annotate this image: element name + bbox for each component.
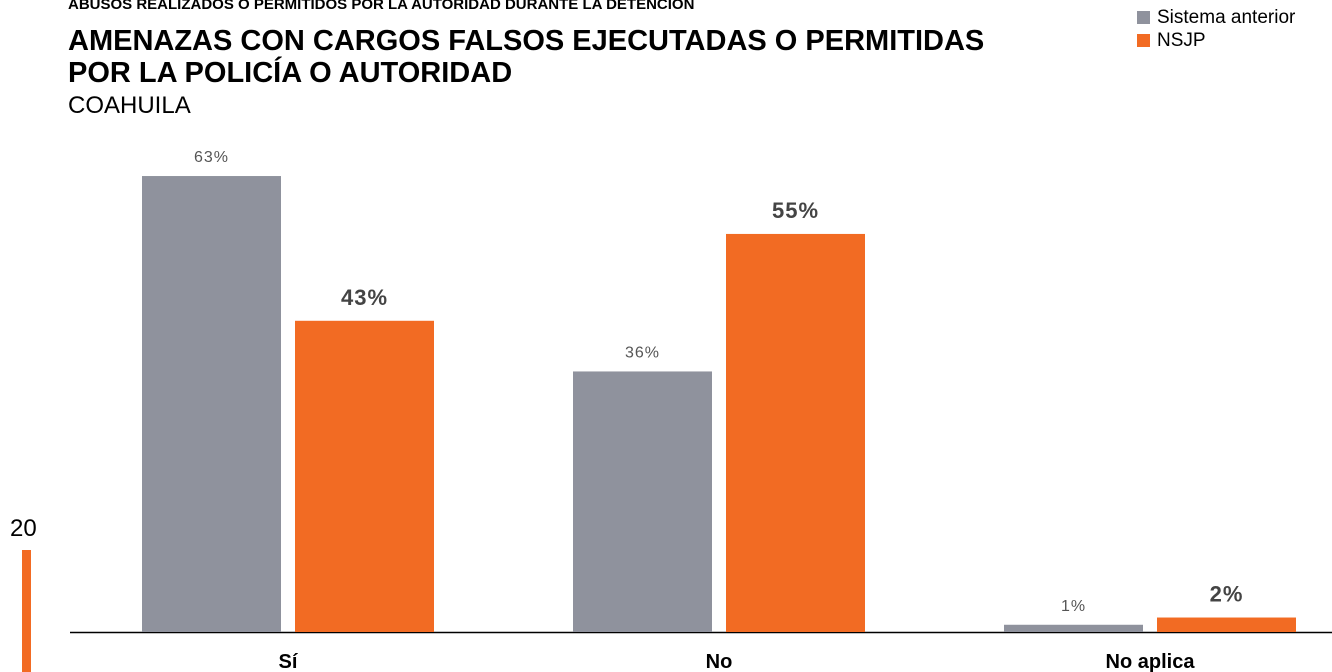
legend-label: NSJP [1157,30,1206,51]
data-label: 2% [1210,582,1244,607]
legend-swatch [1137,11,1150,24]
data-label: 1% [1061,598,1086,615]
page-number: 20 [10,515,37,542]
bar [726,233,865,632]
bar [1157,617,1296,632]
bar [142,176,281,632]
subtitle: COAHUILA [68,92,191,119]
x-tick-label: No aplica [1106,651,1196,672]
supertitle: ABUSOS REALIZADOS O PERMITIDOS POR LA AU… [68,0,694,13]
x-tick-label: No [706,651,733,672]
data-label: 36% [625,344,660,361]
data-label: 63% [194,149,229,166]
bar [1004,624,1143,632]
chart-title: AMENAZAS CON CARGOS FALSOS EJECUTADAS O … [68,25,984,57]
page-accent [22,550,31,672]
legend-swatch [1137,34,1150,47]
bar [295,320,434,632]
x-tick-label: Sí [279,651,299,672]
data-label: 55% [772,198,819,223]
data-label: 43% [341,285,388,310]
bar [573,371,712,632]
legend-label: Sistema anterior [1157,7,1296,28]
chart-title: POR LA POLICÍA O AUTORIDAD [68,55,512,89]
